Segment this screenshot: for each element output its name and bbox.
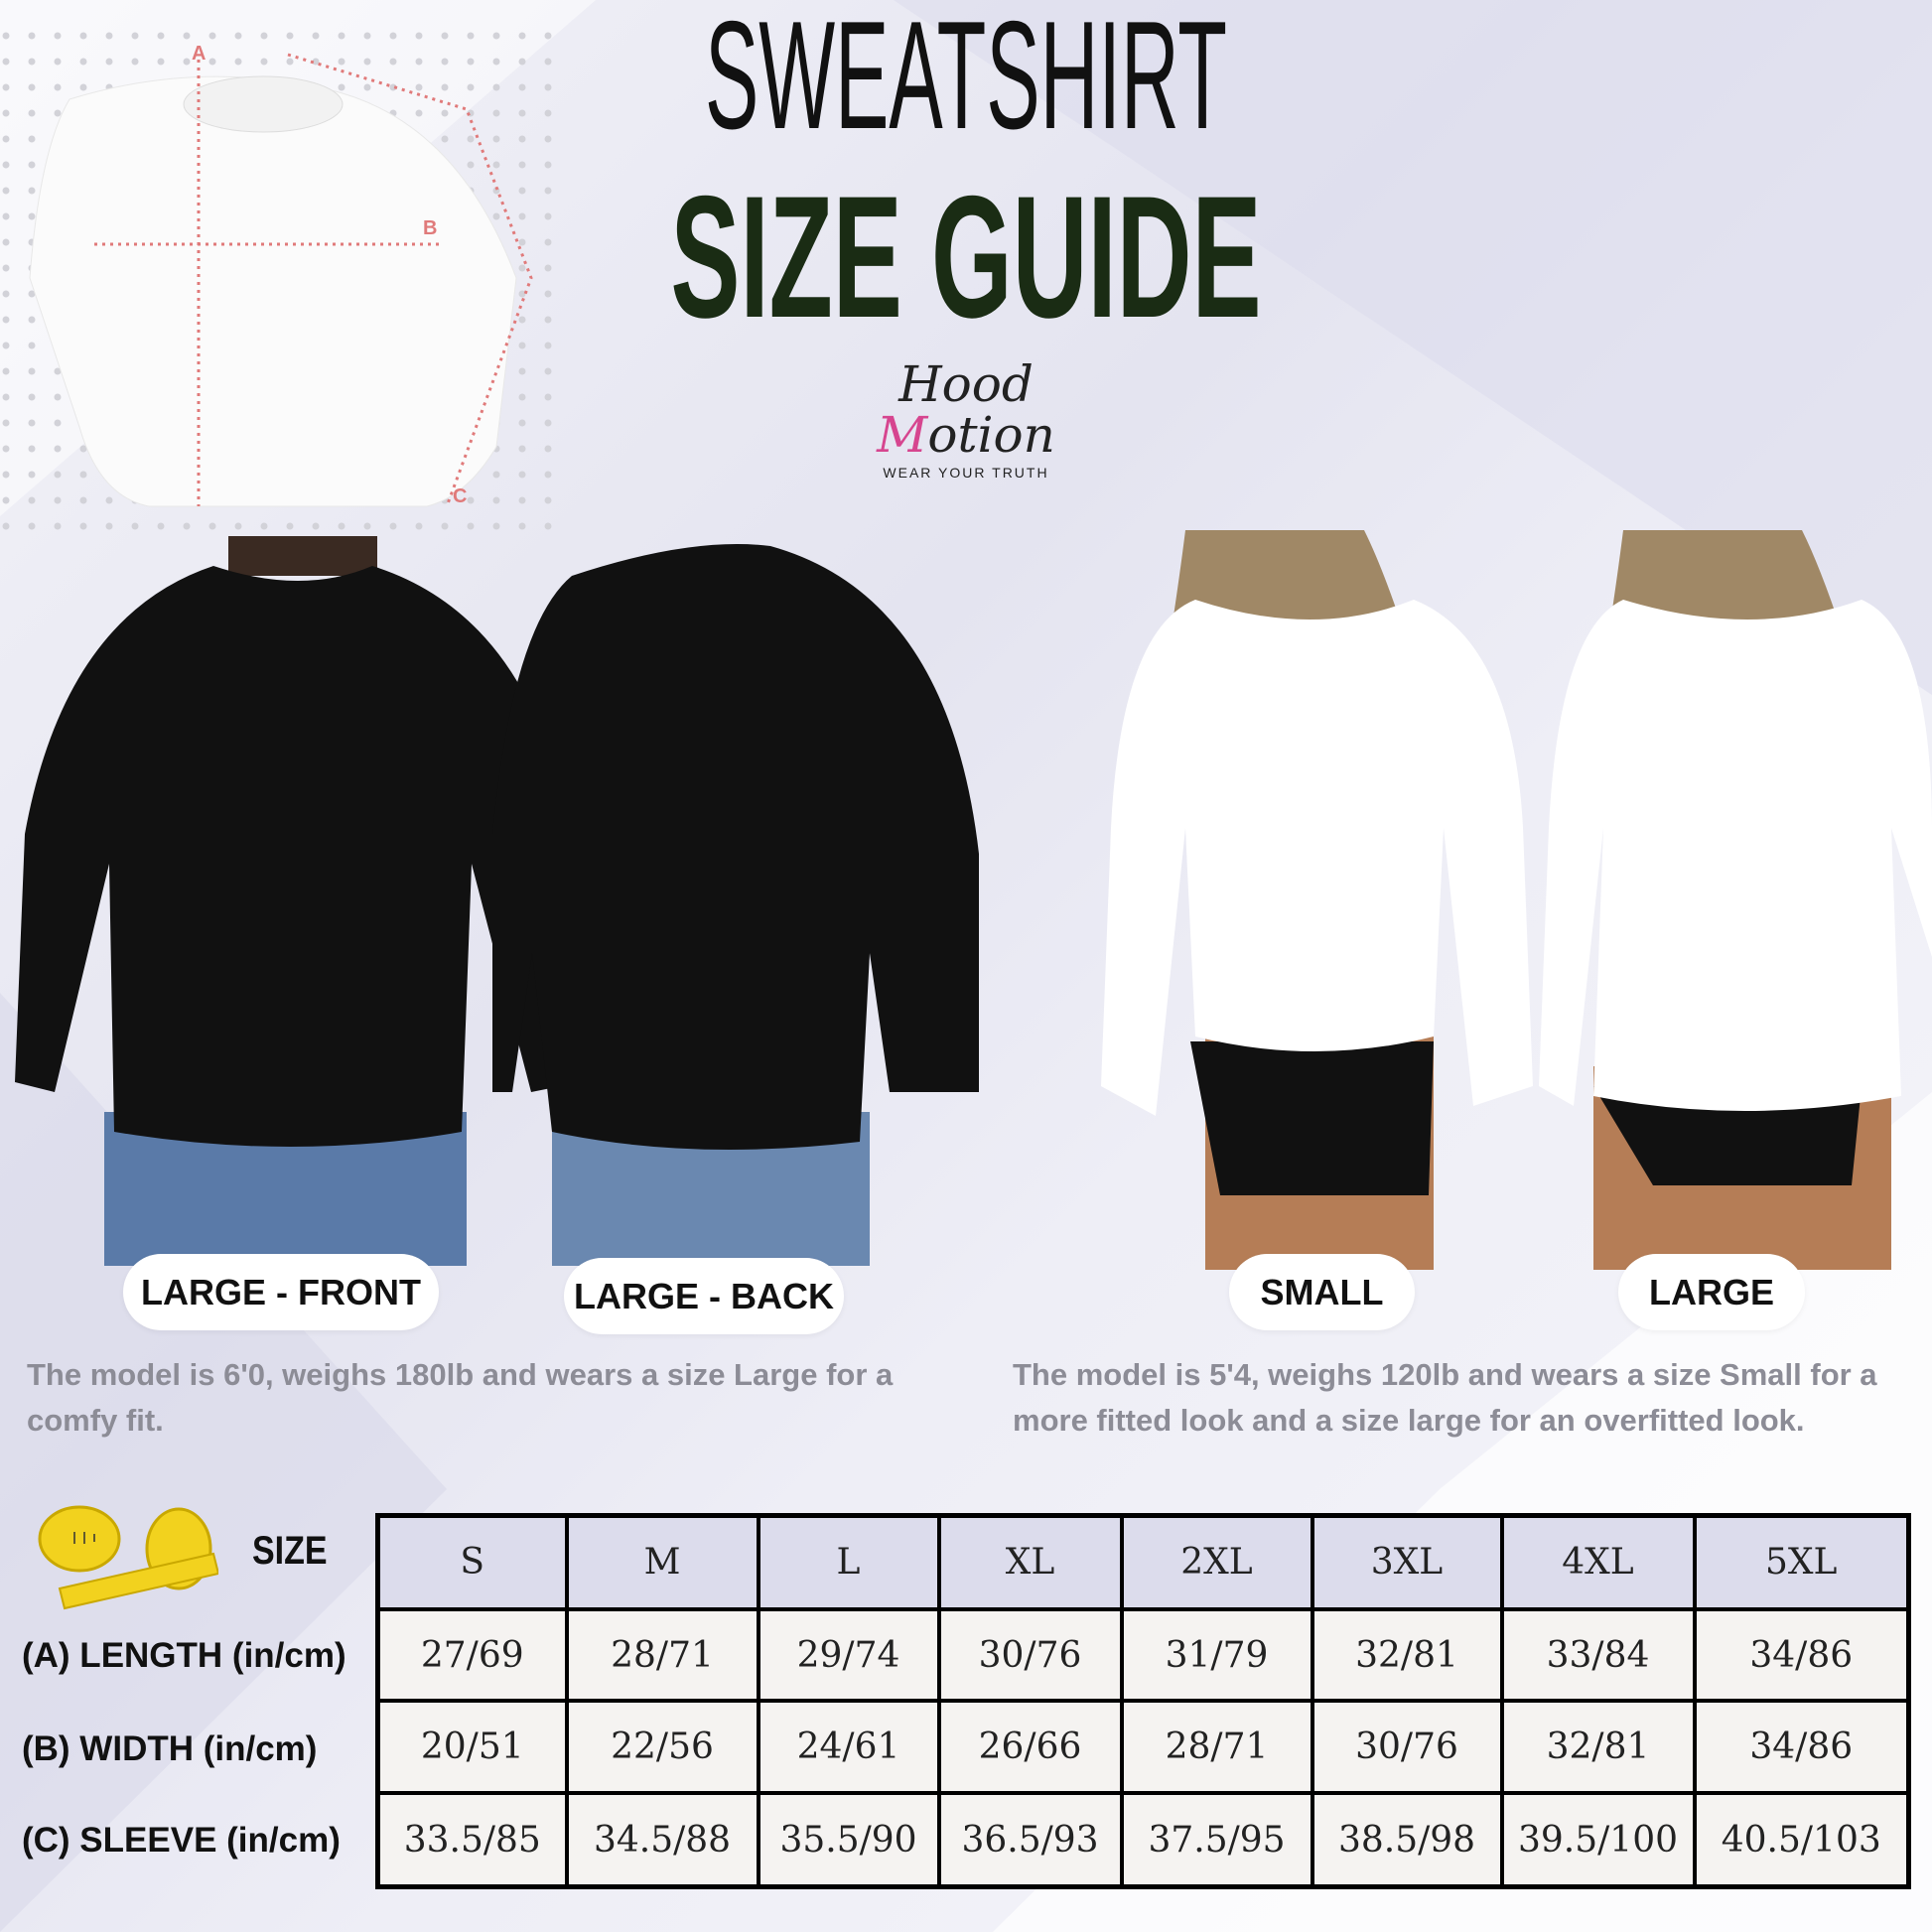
size-header-row: S M L XL 2XL 3XL 4XL 5XL: [375, 1513, 1911, 1611]
logo-word-motion-rest: otion: [927, 406, 1055, 464]
logo-letter-m: M: [877, 406, 928, 464]
size-header-label: SIZE: [252, 1529, 328, 1573]
size-cell: 3XL: [1310, 1513, 1504, 1611]
table-cell: 38.5/98: [1310, 1791, 1504, 1889]
label-large: LARGE: [1618, 1254, 1805, 1330]
caption-male-model: The model is 6'0, weighs 180lb and wears…: [27, 1357, 894, 1438]
diagram-label-a: A: [192, 43, 206, 65]
title-sweatshirt: SWEATSHIRT: [705, 0, 1227, 161]
brand-logo: Hood Motion WEAR YOUR TRUTH: [837, 359, 1095, 481]
caption-female-model: The model is 5'4, weighs 120lb and wears…: [1013, 1357, 1877, 1438]
sweatshirt-measure-diagram: A B C: [0, 30, 556, 546]
table-cell: 29/74: [756, 1606, 941, 1704]
table-row-length: 27/69 28/71 29/74 30/76 31/79 32/81 33/8…: [375, 1606, 1911, 1704]
table-row-width: 20/51 22/56 24/61 26/66 28/71 30/76 32/8…: [375, 1699, 1911, 1796]
size-cell: 2XL: [1119, 1513, 1314, 1611]
table-cell: 33/84: [1499, 1606, 1697, 1704]
table-cell: 34.5/88: [564, 1791, 760, 1889]
table-cell: 39.5/100: [1499, 1791, 1697, 1889]
table-cell: 34/86: [1692, 1606, 1911, 1704]
table-cell: 28/71: [1119, 1699, 1314, 1796]
label-large-front: LARGE - FRONT: [123, 1254, 439, 1330]
diagram-label-b: B: [423, 217, 437, 239]
table-cell: 35.5/90: [756, 1791, 941, 1889]
logo-tagline: WEAR YOUR TRUTH: [883, 465, 1049, 481]
size-cell: 5XL: [1692, 1513, 1911, 1611]
size-cell: M: [564, 1513, 760, 1611]
photo-large-female: [1539, 530, 1932, 1270]
table-cell: 26/66: [936, 1699, 1124, 1796]
table-cell: 22/56: [564, 1699, 760, 1796]
label-large-back: LARGE - BACK: [564, 1258, 844, 1334]
logo-word-motion: Motion: [837, 409, 1095, 461]
table-cell: 37.5/95: [1119, 1791, 1314, 1889]
size-cell: 4XL: [1499, 1513, 1697, 1611]
table-cell: 28/71: [564, 1606, 760, 1704]
size-chart-table: S M L XL 2XL 3XL 4XL 5XL 27/69 28/71 29/…: [375, 1513, 1911, 1889]
table-cell: 40.5/103: [1692, 1791, 1911, 1889]
table-row-sleeve: 33.5/85 34.5/88 35.5/90 36.5/93 37.5/95 …: [375, 1791, 1911, 1889]
table-cell: 30/76: [936, 1606, 1124, 1704]
tape-measure-icon: [38, 1505, 218, 1610]
photo-large-front: [15, 536, 581, 1266]
photo-small-female: [1101, 530, 1533, 1270]
table-cell: 30/76: [1310, 1699, 1504, 1796]
table-cell: 32/81: [1310, 1606, 1504, 1704]
table-cell: 32/81: [1499, 1699, 1697, 1796]
size-cell: L: [756, 1513, 941, 1611]
title-size-guide: SIZE GUIDE: [670, 161, 1262, 354]
photo-large-back: [492, 544, 979, 1266]
size-cell: S: [375, 1513, 569, 1611]
row-label-length: (A) LENGTH (in/cm): [22, 1636, 346, 1675]
size-cell: XL: [936, 1513, 1124, 1611]
table-cell: 34/86: [1692, 1699, 1911, 1796]
table-cell: 31/79: [1119, 1606, 1314, 1704]
row-label-width: (B) WIDTH (in/cm): [22, 1729, 318, 1768]
label-small: SMALL: [1229, 1254, 1415, 1330]
table-cell: 20/51: [375, 1699, 569, 1796]
table-cell: 33.5/85: [375, 1791, 569, 1889]
table-cell: 27/69: [375, 1606, 569, 1704]
table-cell: 24/61: [756, 1699, 941, 1796]
row-label-sleeve: (C) SLEEVE (in/cm): [22, 1821, 341, 1860]
table-cell: 36.5/93: [936, 1791, 1124, 1889]
diagram-label-c: C: [453, 485, 467, 507]
logo-word-hood: Hood: [898, 355, 1034, 413]
